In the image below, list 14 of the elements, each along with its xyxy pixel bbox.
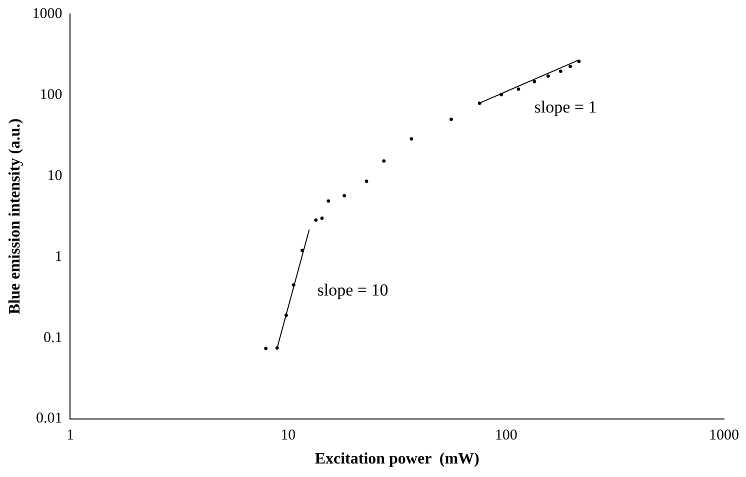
x-tick-label: 1000 xyxy=(709,428,739,444)
y-axis-title: Blue emission intensity (a.u.) xyxy=(6,118,24,314)
x-tick-label: 100 xyxy=(494,428,518,444)
y-tick-label: 1000 xyxy=(32,6,62,22)
y-tick-label: 100 xyxy=(40,86,62,103)
y-tick-label: 1 xyxy=(54,248,62,265)
x-tick-label: 10 xyxy=(280,428,296,444)
annotation: slope = 1 xyxy=(534,98,597,117)
x-tick-label: 1 xyxy=(66,428,74,444)
annotation: slope = 10 xyxy=(317,280,388,300)
y-tick-label: 10 xyxy=(47,168,62,184)
x-axis-title: Excitation power (mW) xyxy=(314,450,480,468)
y-tick-label: 0.1 xyxy=(43,330,62,346)
y-tick-label: 0.01 xyxy=(36,410,62,427)
